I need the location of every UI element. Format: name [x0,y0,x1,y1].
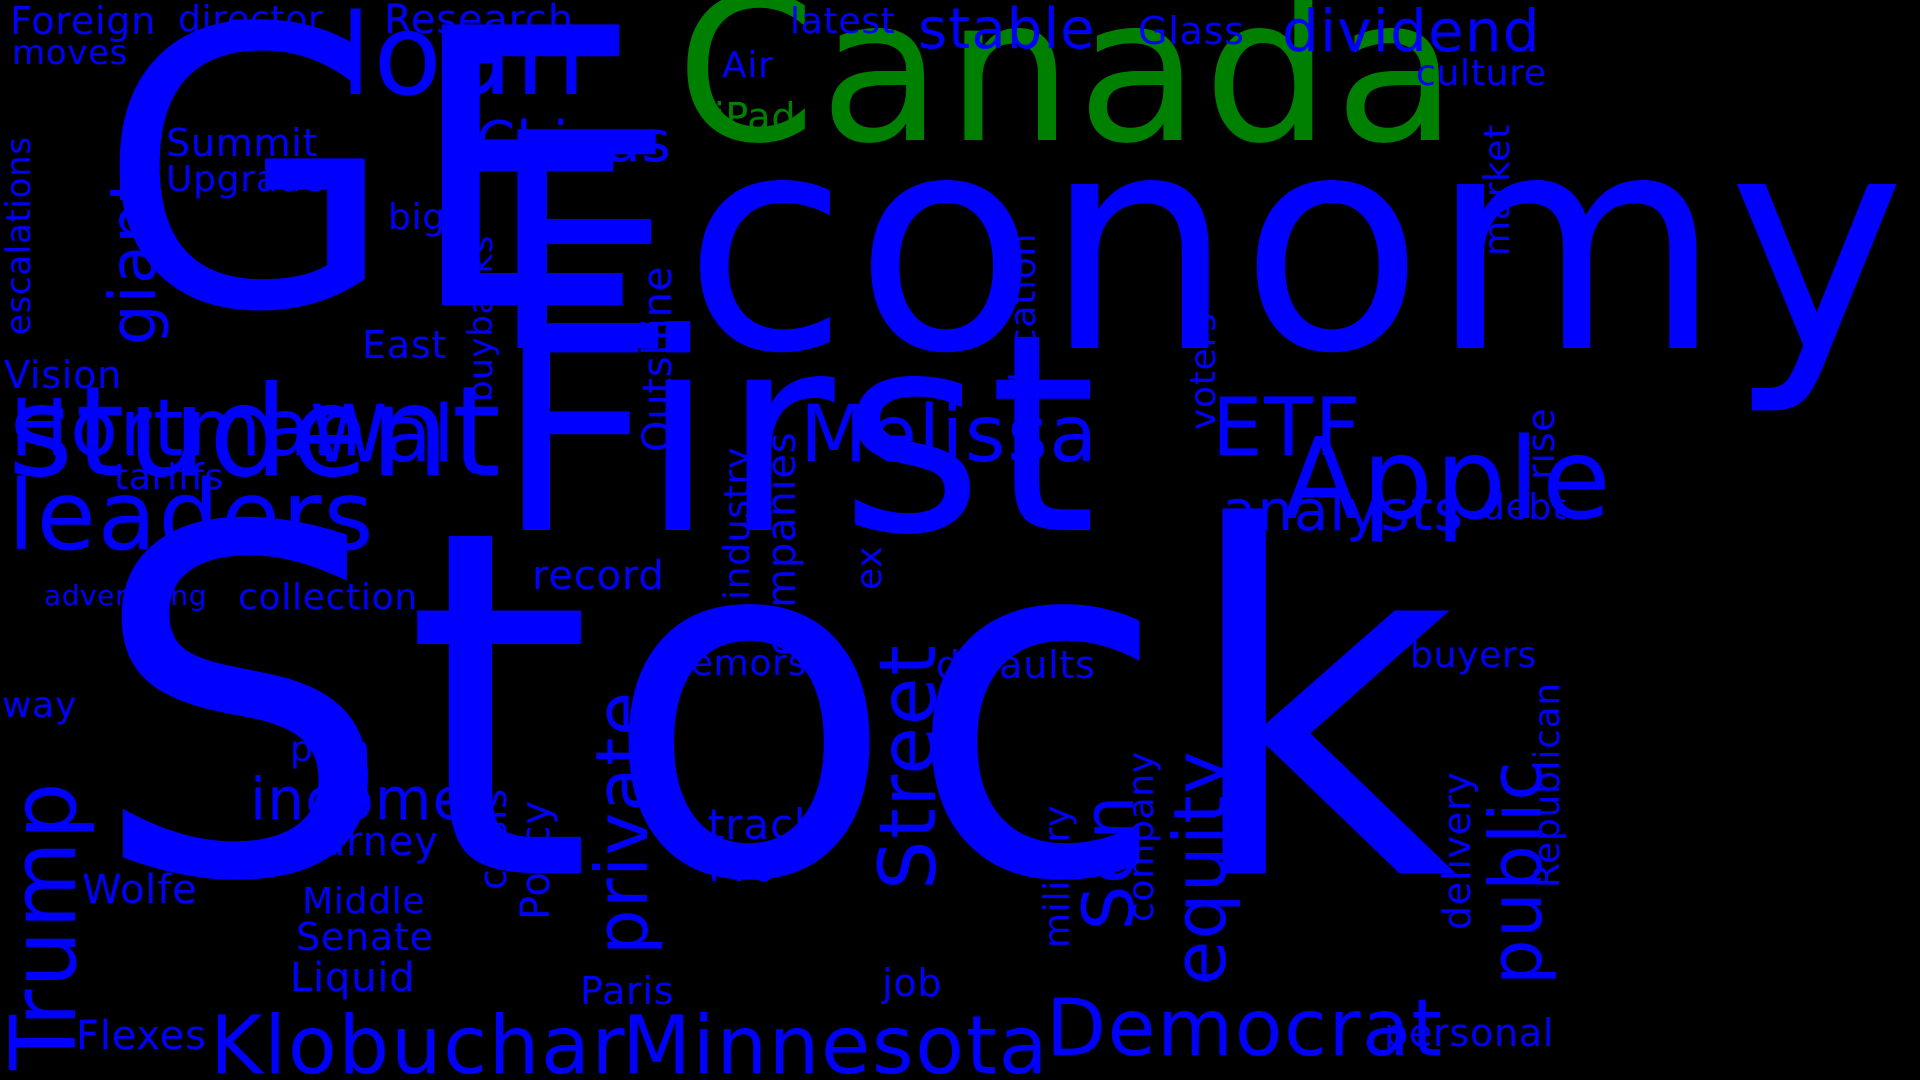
word-senate: Senate [296,915,434,959]
word-paris: Paris [580,969,675,1013]
word-ipad: iPad [714,95,797,139]
word-klobuchar: Klobuchar [210,999,627,1080]
word-personal: personal [1384,1011,1555,1055]
word-economy: Economy [488,70,1912,419]
word-liquid: Liquid [290,955,416,1001]
word-carney: Carney [292,819,439,865]
word-escalations: escalations [0,136,39,335]
word-voters: voters [1183,312,1224,430]
word-collection: collection [238,577,418,618]
word-private: private [580,690,664,955]
word-equity: equity [1158,749,1242,985]
word-glass: Glass [1138,9,1245,53]
word-delivery: delivery [1435,771,1479,930]
word-way: way [2,685,77,726]
word-upgrades: Upgrades [166,159,345,200]
word-defaults: defaults [936,643,1096,687]
word-moves: moves [12,33,129,73]
word-wall: Wall [310,390,480,480]
word-leaders: leaders [8,460,376,572]
word-income: income [250,765,470,833]
word-loan: loan [340,0,589,121]
word-pro: Pro [708,842,778,891]
word-track: track [708,800,820,849]
word-remorse: remorse [676,643,830,684]
word-east: East [362,323,448,367]
word-market: market [1477,123,1518,256]
word-debt: debt [1482,487,1567,528]
word-company: company [1121,751,1162,922]
word-research: Research [384,0,574,43]
word-record: record [532,553,665,599]
word-canada: Canada [676,0,1462,188]
word-outshine: Outshine [635,265,681,452]
word-education: education [1003,232,1044,418]
word-buyers: buyers [1410,635,1537,676]
word-crisis: crisis [471,788,515,890]
word-stock: Stock [90,428,1467,987]
word-buybacks: buybacks [461,234,501,402]
word-democrat: Democrat [1046,984,1444,1074]
word-dividend: dividend [1282,0,1541,65]
word-military: military [1037,804,1078,948]
word-hortman: Hortman [10,384,364,474]
word-wolfe: Wolfe [82,867,198,913]
word-melissa: Melissa [800,390,1099,480]
word-summit: Summit [166,121,319,165]
word-culture: culture [1416,53,1547,94]
word-industry: industry [717,446,758,600]
word-big: big [388,197,446,238]
word-apple: Apple [1283,415,1614,545]
word-middle: Middle [302,881,426,922]
word-latest: latest [790,1,896,42]
word-flexes: Flexes [76,1013,207,1059]
word-trump: Trump [0,780,97,1070]
word-air: Air [722,45,774,86]
word-plan: plan [290,729,371,770]
word-policy: Policy [513,800,559,920]
word-rise: rise [1519,407,1563,480]
word-director: director [178,0,324,40]
word-foreign: Foreign [10,0,157,43]
word-advertising: advertising [44,579,208,612]
word-job: job [882,961,943,1005]
word-ge: GE [98,0,655,396]
word-tariffs: tariffs [114,457,225,498]
word-analysts: analysts [1222,479,1465,544]
word-ex: ex [849,545,890,590]
word-companies: companies [759,431,805,656]
word-republican: Republican [1527,682,1568,888]
word-stable: stable [918,0,1096,62]
word-giant: giant [97,175,171,345]
word-student: student [8,360,504,505]
word-chinas: Chinas [476,110,672,175]
word-first: First [496,275,1103,595]
word-vision: Vision [4,353,122,397]
word-etf: ETF [1212,381,1363,474]
word-minnesota: Minnesota [622,999,1050,1080]
word-street: Street [864,643,954,890]
